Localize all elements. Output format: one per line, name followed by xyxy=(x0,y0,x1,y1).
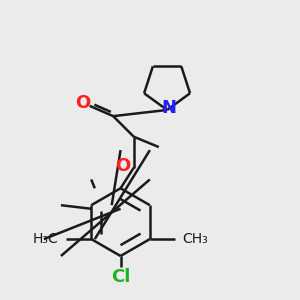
Text: O: O xyxy=(115,157,130,175)
Text: H₃C: H₃C xyxy=(33,232,59,246)
Text: CH₃: CH₃ xyxy=(182,232,208,246)
Text: Cl: Cl xyxy=(111,268,130,286)
Text: N: N xyxy=(161,100,176,118)
Text: O: O xyxy=(75,94,90,112)
